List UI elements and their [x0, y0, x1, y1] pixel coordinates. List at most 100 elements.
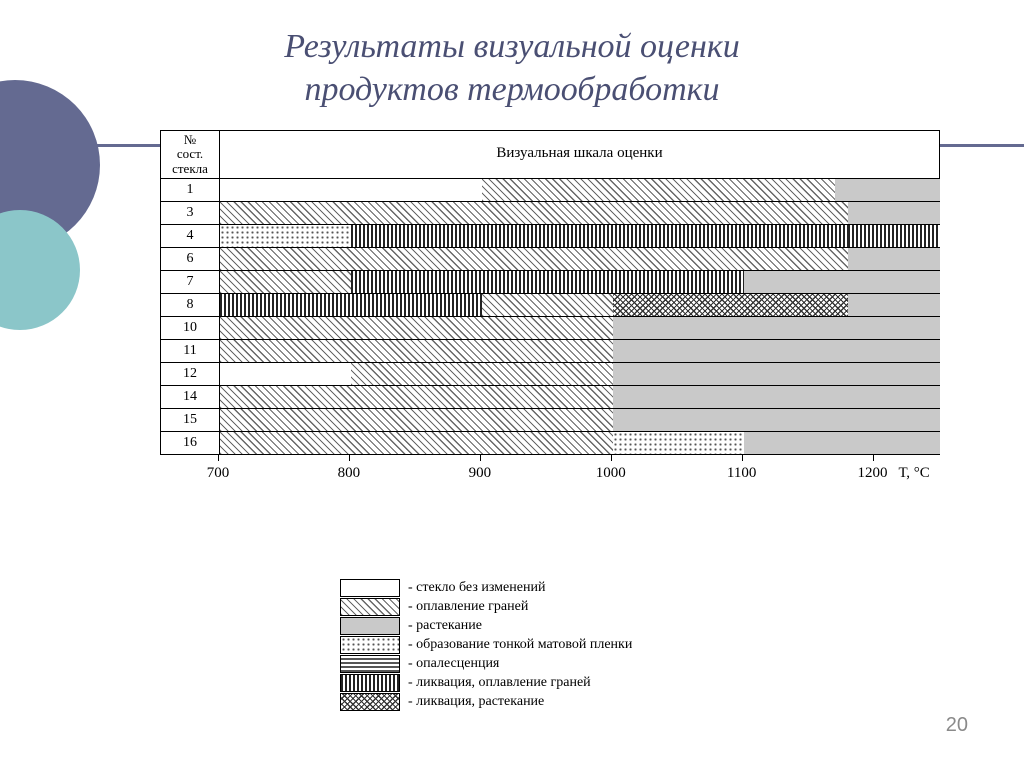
bar-segment [220, 340, 613, 362]
row-label: 4 [161, 225, 220, 247]
row-bar [220, 202, 939, 224]
bar-segment [351, 271, 744, 293]
x-tick-label: 1000 [596, 465, 626, 482]
x-tick [611, 455, 612, 461]
x-axis-end-label: Т, °С [899, 465, 930, 482]
legend-swatch [340, 598, 400, 616]
legend-item: - опалесценция [340, 654, 632, 673]
x-tick [742, 455, 743, 461]
row-bar [220, 294, 939, 316]
row-label: 8 [161, 294, 220, 316]
header-left: № сост. стекла [161, 131, 220, 178]
x-axis: 700800900100011001200Т, °С [218, 455, 940, 495]
bar-segment [744, 432, 940, 454]
row-bar [220, 432, 939, 454]
legend-item: - стекло без изменений [340, 578, 632, 597]
legend-swatch [340, 674, 400, 692]
x-tick-label: 1200 [858, 465, 888, 482]
legend-label: - растекание [408, 618, 482, 634]
row-label: 15 [161, 409, 220, 431]
table-row: 10 [161, 317, 939, 340]
legend-swatch [340, 636, 400, 654]
bar-segment [848, 202, 940, 224]
bar-segment [848, 294, 940, 316]
legend-item: - образование тонкой матовой пленки [340, 635, 632, 654]
decor-stripe-right [940, 144, 1024, 147]
row-label: 3 [161, 202, 220, 224]
legend-label: - ликвация, растекание [408, 694, 544, 710]
bar-segment [613, 340, 940, 362]
bar-segment [220, 248, 848, 270]
x-tick [218, 455, 219, 461]
row-label: 6 [161, 248, 220, 270]
row-label: 16 [161, 432, 220, 454]
x-tick [873, 455, 874, 461]
bar-segment [220, 363, 351, 385]
table-row: 14 [161, 386, 939, 409]
row-bar [220, 271, 939, 293]
bar-segment [613, 386, 940, 408]
table-row: 7 [161, 271, 939, 294]
legend-item: - растекание [340, 616, 632, 635]
row-label: 7 [161, 271, 220, 293]
row-bar [220, 179, 939, 201]
chart-header: № сост. стекла Визуальная шкала оценки [160, 130, 940, 179]
header-right: Визуальная шкала оценки [220, 131, 939, 178]
table-row: 16 [161, 432, 939, 455]
legend-label: - опалесценция [408, 656, 499, 672]
bar-segment [220, 317, 613, 339]
bar-segment [351, 225, 848, 247]
bar-segment [848, 225, 940, 247]
bar-segment [613, 294, 849, 316]
bar-segment [351, 363, 613, 385]
row-bar [220, 340, 939, 362]
x-tick-label: 900 [469, 465, 492, 482]
legend-item: - ликвация, растекание [340, 692, 632, 711]
bar-segment [744, 271, 940, 293]
bar-segment [220, 225, 351, 247]
x-tick [480, 455, 481, 461]
x-tick [349, 455, 350, 461]
bar-segment [482, 294, 613, 316]
bar-segment [220, 271, 351, 293]
x-tick-label: 700 [207, 465, 230, 482]
hdr-l3: стекла [172, 161, 208, 176]
legend-item: - ликвация, оплавление граней [340, 673, 632, 692]
table-row: 6 [161, 248, 939, 271]
table-row: 12 [161, 363, 939, 386]
bar-segment [613, 317, 940, 339]
table-row: 11 [161, 340, 939, 363]
bar-segment [220, 409, 613, 431]
table-row: 15 [161, 409, 939, 432]
bar-segment [613, 409, 940, 431]
table-row: 1 [161, 179, 939, 202]
table-row: 3 [161, 202, 939, 225]
legend: - стекло без изменений - оплавление гране… [340, 578, 632, 711]
legend-label: - ликвация, оплавление граней [408, 675, 591, 691]
bar-segment [220, 432, 613, 454]
row-bar [220, 386, 939, 408]
row-label: 10 [161, 317, 220, 339]
hdr-l1: № [184, 132, 196, 147]
legend-swatch [340, 617, 400, 635]
row-label: 1 [161, 179, 220, 201]
legend-label: - стекло без изменений [408, 580, 545, 596]
bar-segment [220, 294, 482, 316]
legend-label: - оплавление граней [408, 599, 528, 615]
row-bar [220, 225, 939, 247]
table-row: 4 [161, 225, 939, 248]
row-bar [220, 363, 939, 385]
row-label: 12 [161, 363, 220, 385]
bar-segment [220, 202, 848, 224]
row-label: 14 [161, 386, 220, 408]
legend-swatch [340, 655, 400, 673]
bar-segment [613, 432, 744, 454]
bar-segment [220, 179, 482, 201]
legend-label: - образование тонкой матовой пленки [408, 637, 632, 653]
row-label: 11 [161, 340, 220, 362]
x-tick-label: 800 [338, 465, 361, 482]
chart: № сост. стекла Визуальная шкала оценки 1… [160, 130, 940, 495]
bar-segment [835, 179, 940, 201]
title-line2: продуктов термообработки [304, 71, 719, 108]
title-line1: Результаты визуальной оценки [284, 28, 740, 65]
